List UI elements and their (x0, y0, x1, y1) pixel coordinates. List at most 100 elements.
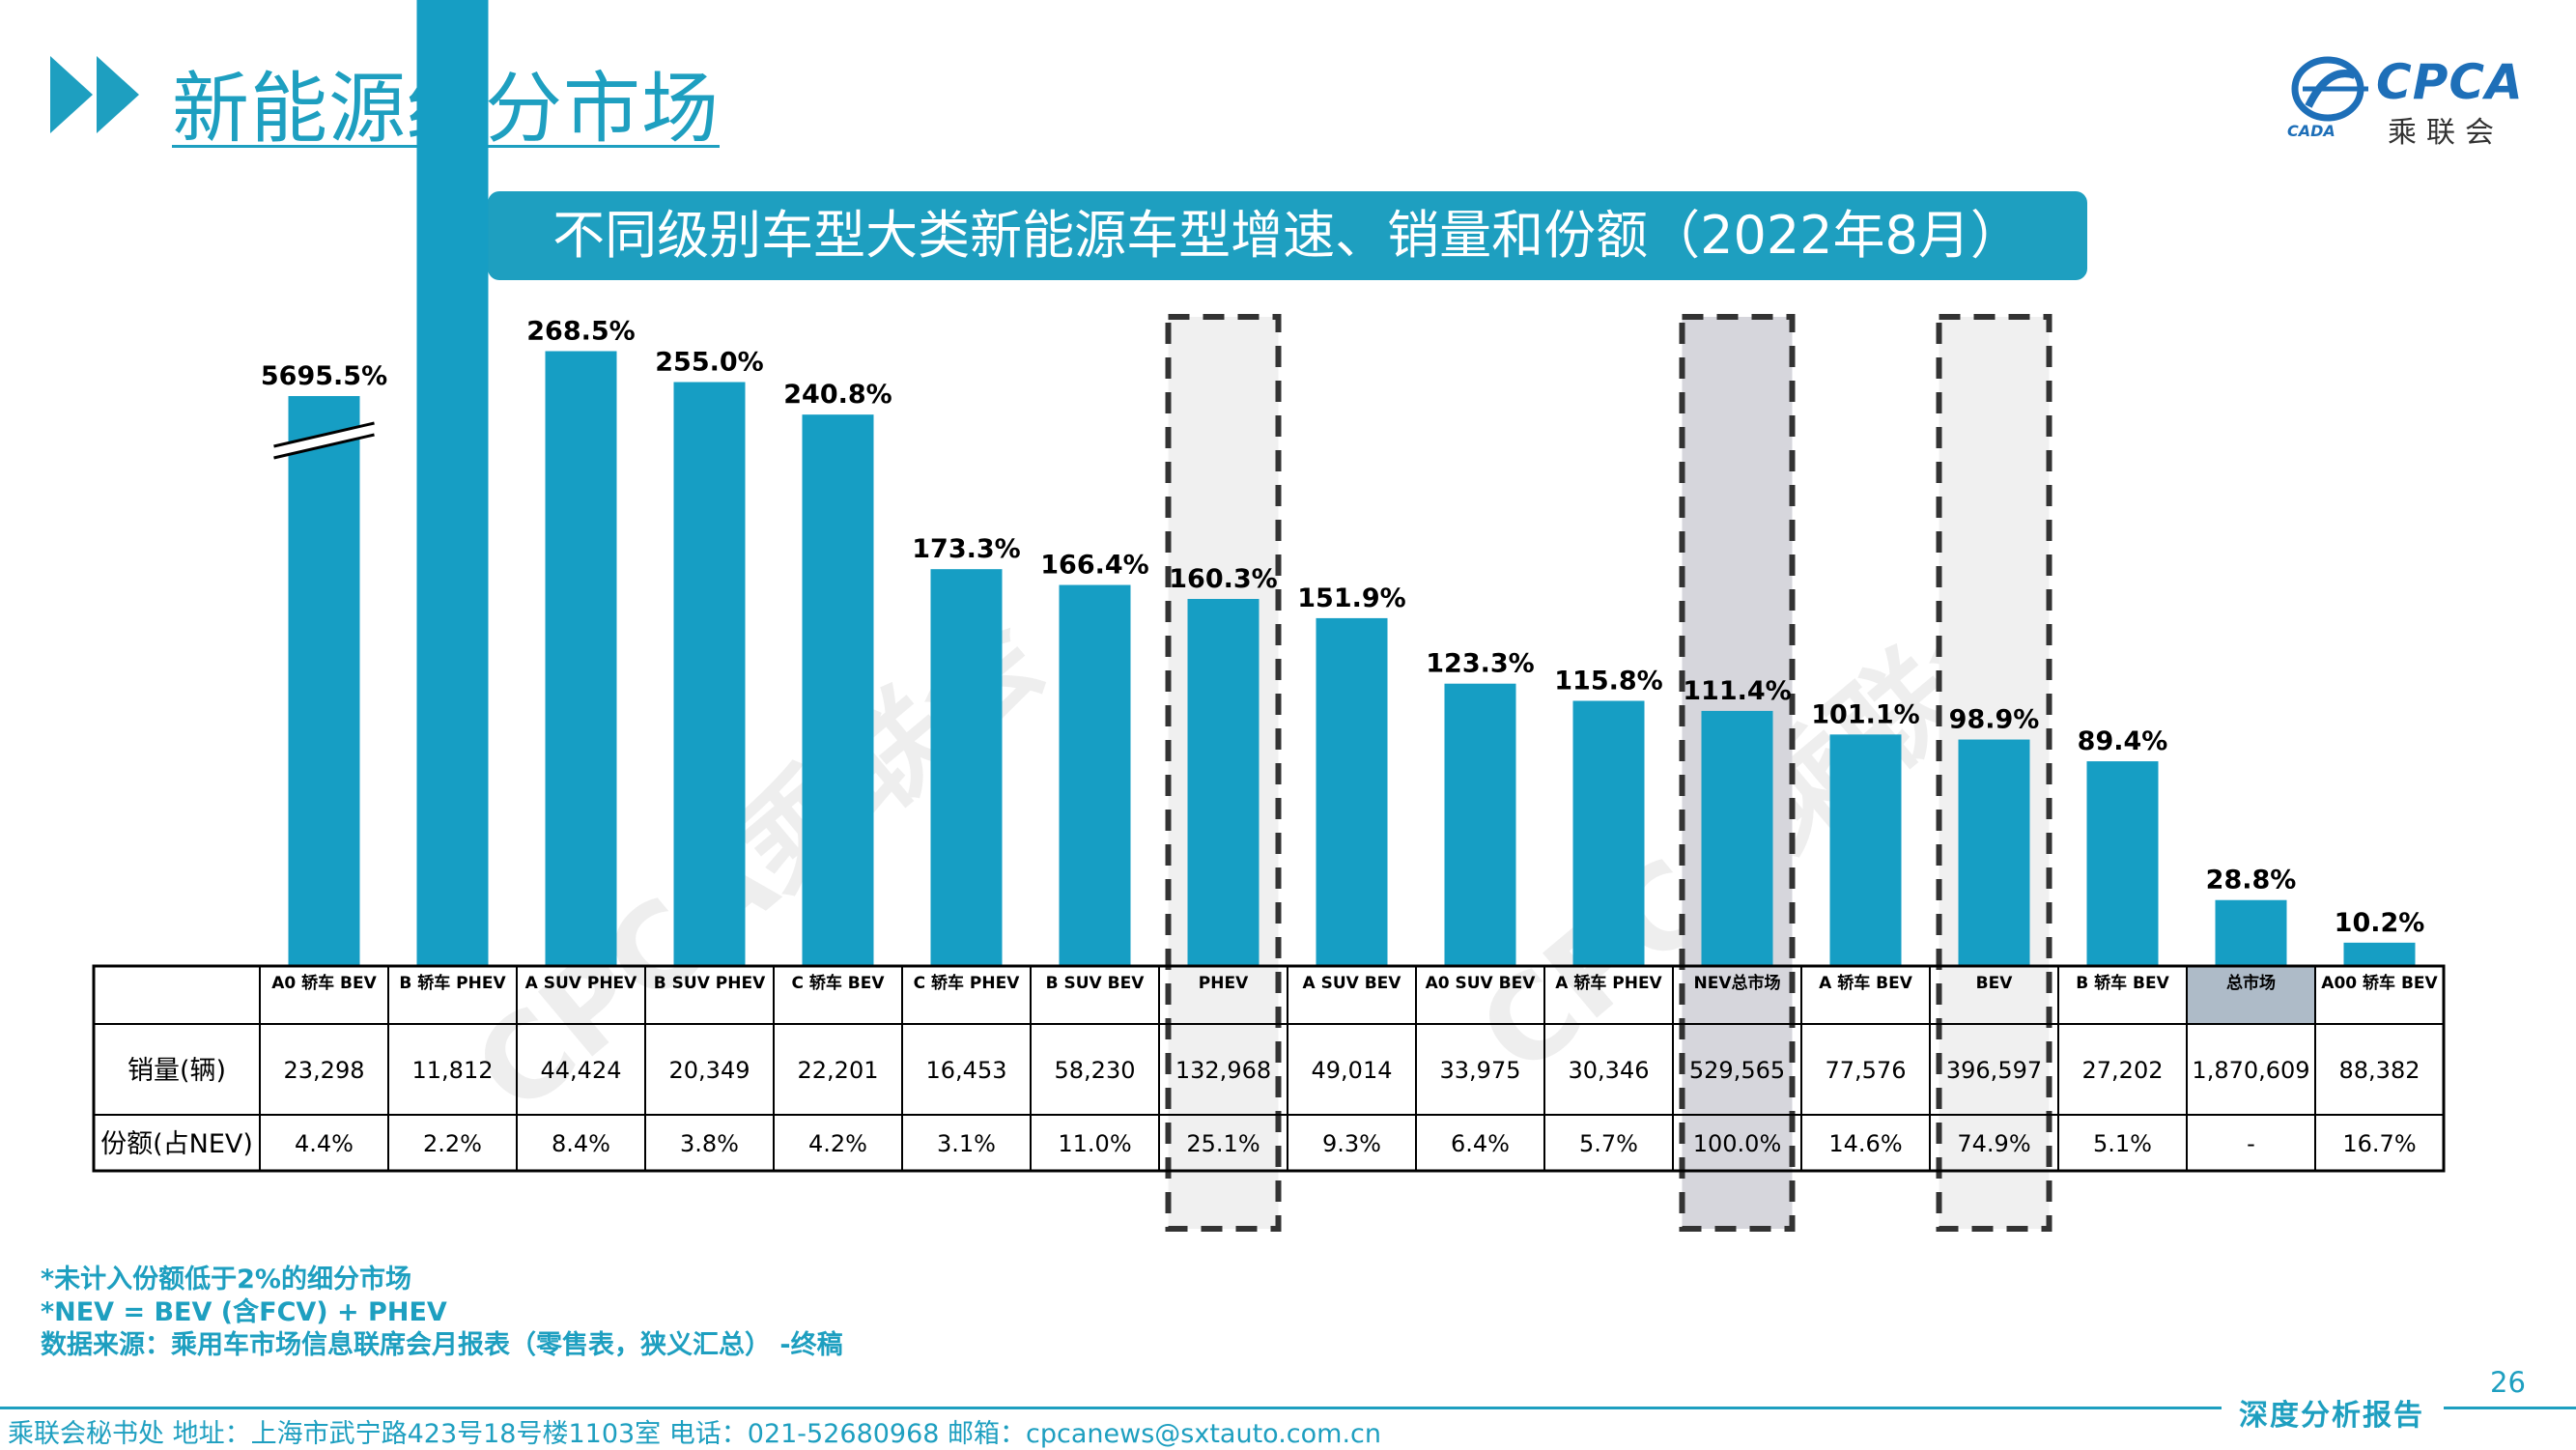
share-cell: 100.0% (1693, 1130, 1782, 1157)
bar-value-label: 123.3% (1426, 649, 1534, 679)
share-cell: 11.0% (1058, 1130, 1131, 1157)
category-header: A0 轿车 BEV (271, 973, 377, 993)
axis-break-mark (273, 423, 375, 458)
bar-value-label: 268.5% (526, 317, 635, 347)
sales-cell: 22,201 (798, 1057, 879, 1084)
sales-cell: 20,349 (669, 1057, 750, 1084)
bar-value-label: 151.9% (1297, 583, 1405, 613)
share-cell: 5.7% (1579, 1130, 1638, 1157)
bar-value-label: 255.0% (655, 348, 763, 378)
share-cell: 9.3% (1322, 1130, 1381, 1157)
total-market-header-cell (2187, 966, 2315, 1024)
logo-subtitle: 乘联会 (2388, 116, 2504, 150)
bar-value-label: 101.1% (1811, 699, 1919, 729)
bar (1316, 617, 1388, 966)
category-header: B SUV PHEV (654, 974, 766, 993)
note-line: 数据来源：乘用车市场信息联席会月报表（零售表，狭义汇总） -终稿 (41, 1330, 843, 1360)
sales-cell: 33,975 (1440, 1057, 1521, 1084)
bar (288, 396, 360, 966)
bar-value-label: 240.8% (783, 380, 892, 410)
bar-value-label: 89.4% (2078, 726, 2168, 756)
bar-value-label: 173.3% (912, 534, 1020, 564)
bar (930, 569, 1003, 966)
share-cell: 4.2% (808, 1130, 867, 1157)
sales-cell: 529,565 (1689, 1057, 1785, 1084)
category-header: A 轿车 BEV (1819, 973, 1913, 993)
category-header: A 轿车 PHEV (1555, 973, 1662, 993)
bar (2215, 899, 2287, 966)
table-row-header: 份额(占NEV) (100, 1129, 253, 1159)
table-row-header: 销量(辆) (127, 1056, 226, 1086)
bar (1958, 739, 2030, 966)
category-header: A SUV BEV (1303, 974, 1402, 993)
category-header: A0 SUV BEV (1426, 974, 1537, 993)
note-line: *NEV = BEV (含FCV) + PHEV (41, 1297, 447, 1327)
bar (1829, 734, 1902, 966)
share-cell: 3.1% (937, 1130, 996, 1157)
logo-text: CPCA (2376, 54, 2524, 110)
category-header: B 轿车 PHEV (399, 973, 506, 993)
sales-cell: 396,597 (1946, 1057, 2042, 1084)
share-cell: 8.4% (552, 1130, 610, 1157)
axis-break-mark (273, 421, 375, 448)
category-header: A00 轿车 BEV (2321, 973, 2438, 993)
footer-contact: 乘联会秘书处 地址：上海市武宁路423号18号楼1103室 电话：021-526… (8, 1419, 1382, 1449)
bar (1701, 710, 1773, 966)
sales-cell: 30,346 (1569, 1057, 1650, 1084)
sales-cell: 49,014 (1312, 1057, 1393, 1084)
sales-cell: 16,453 (926, 1057, 1007, 1084)
category-header: NEV总市场 (1694, 973, 1781, 993)
bar (416, 0, 489, 966)
footer-divider (2444, 1407, 2576, 1409)
logo-emblem-icon (2291, 56, 2368, 122)
bar-value-label: 166.4% (1040, 551, 1148, 581)
share-cell: 2.2% (423, 1130, 482, 1157)
sales-cell: 1,870,609 (2192, 1057, 2309, 1084)
share-cell: 14.6% (1828, 1130, 1902, 1157)
bar (1187, 599, 1260, 966)
chevron-icon (50, 56, 93, 133)
notes: *未计入份额低于2%的细分市场 *NEV = BEV (含FCV) + PHEV… (41, 1264, 843, 1362)
share-cell: 5.1% (2093, 1130, 2152, 1157)
category-header: 总市场 (2226, 973, 2276, 993)
sales-cell: 77,576 (1826, 1057, 1907, 1084)
category-header: C 轿车 BEV (791, 973, 885, 993)
bar-value-label: 115.8% (1554, 666, 1662, 696)
page-number: 26 (2490, 1366, 2526, 1399)
bar-value-label: 10.2% (2335, 908, 2425, 938)
category-header: PHEV (1199, 974, 1249, 993)
bar-value-label: 98.9% (1949, 705, 2040, 735)
category-header: B SUV BEV (1046, 974, 1146, 993)
bar (545, 351, 617, 966)
logo-small-text: CADA (2287, 122, 2335, 140)
sales-cell: 58,230 (1055, 1057, 1136, 1084)
share-cell: - (2247, 1130, 2255, 1157)
footer-report-label: 深度分析报告 (2239, 1399, 2424, 1433)
sales-cell: 27,202 (2082, 1057, 2164, 1084)
category-header: B 轿车 BEV (2076, 973, 2169, 993)
bar (1572, 700, 1645, 966)
sales-cell: 44,424 (541, 1057, 622, 1084)
bar (1444, 683, 1516, 966)
sales-cell: 11,812 (412, 1057, 494, 1084)
bar (2343, 942, 2416, 966)
share-cell: 25.1% (1186, 1130, 1260, 1157)
footer-divider (0, 1407, 2222, 1409)
chart-title-banner: 不同级别车型大类新能源车型增速、销量和份额（2022年8月） (488, 191, 2087, 280)
share-cell: 4.4% (295, 1130, 354, 1157)
sales-cell: 132,968 (1175, 1057, 1271, 1084)
category-header: A SUV PHEV (525, 974, 637, 993)
cpca-logo: CPCA 乘联会 CADA (2279, 46, 2538, 150)
category-header: BEV (1976, 974, 2014, 993)
bar (2086, 761, 2159, 966)
bar (673, 382, 746, 966)
chevron-icon (97, 56, 139, 133)
share-cell: 3.8% (680, 1130, 739, 1157)
sales-cell: 88,382 (2339, 1057, 2420, 1084)
bar (1059, 584, 1131, 966)
bar-value-label: 5695.5% (261, 361, 387, 391)
axis-break-mark (273, 433, 375, 460)
bar (802, 414, 874, 967)
sales-cell: 23,298 (284, 1057, 365, 1084)
bar-chart: 5695.5%541.6%268.5%255.0%240.8%173.3%166… (92, 0, 2446, 1232)
